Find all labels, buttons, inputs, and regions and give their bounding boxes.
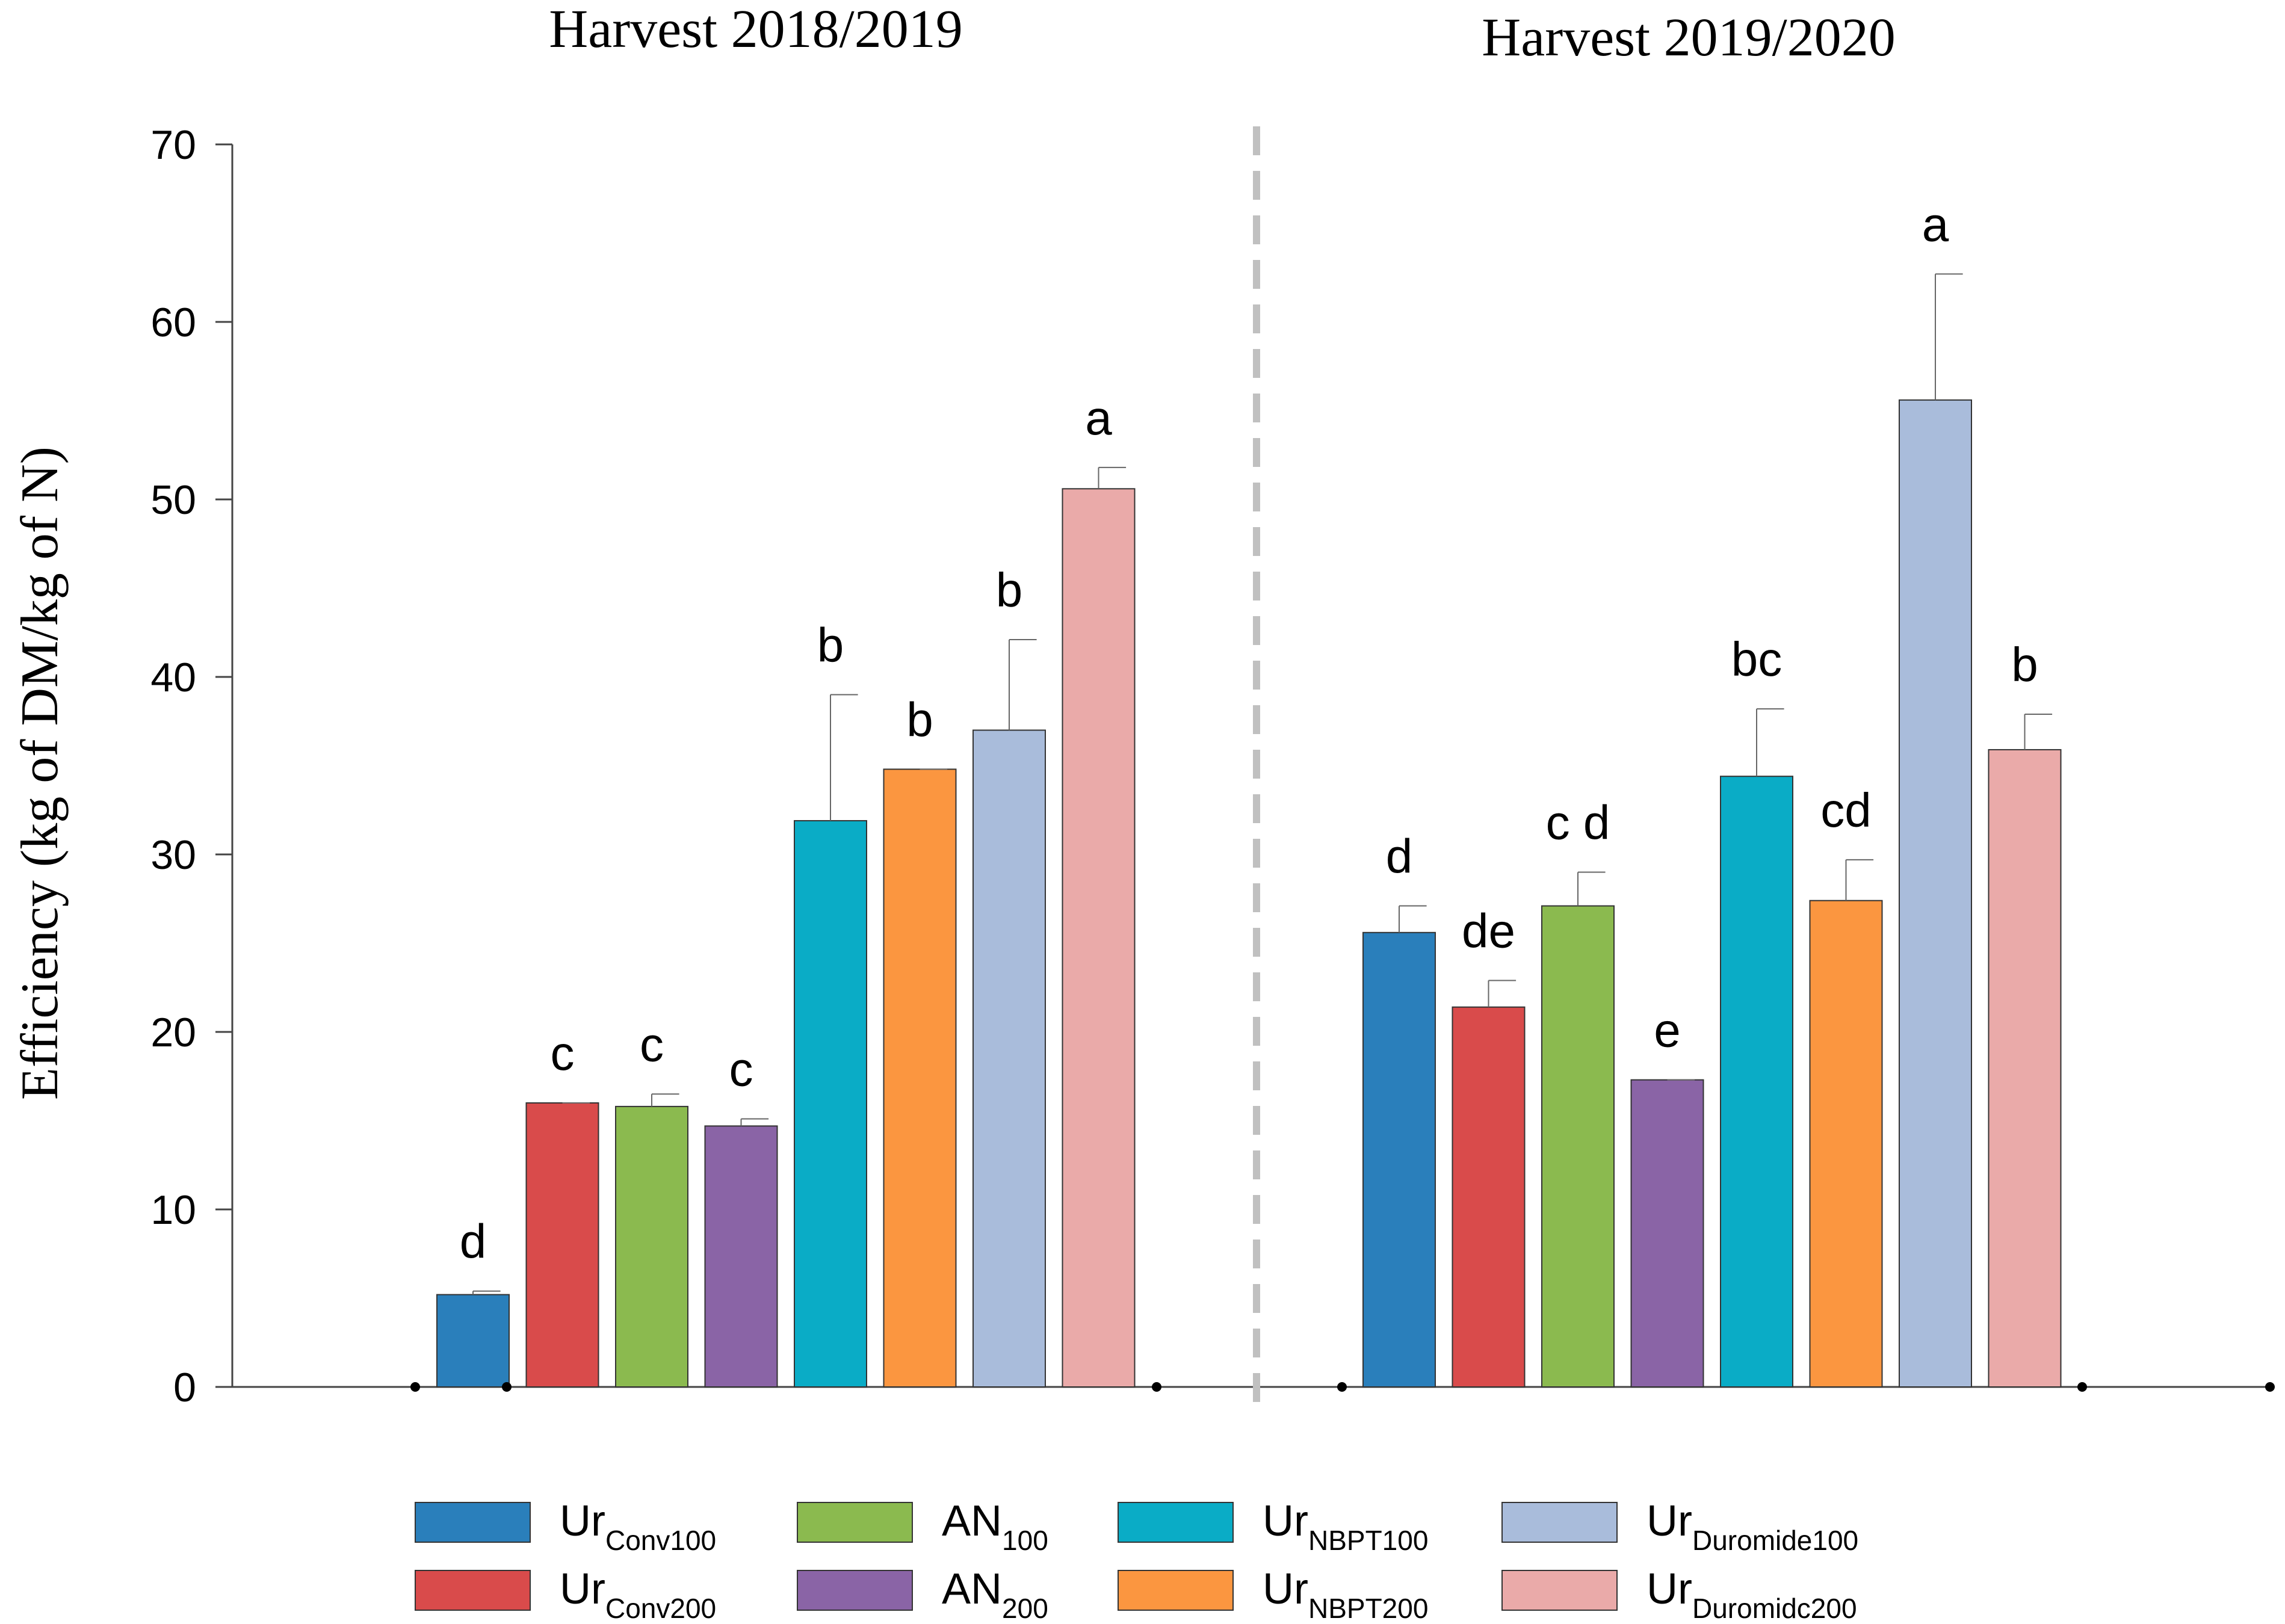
- legend-label-UrDuromide100: UrDuromide100: [1646, 1497, 1858, 1556]
- significance-letter-1-5: cd: [1820, 783, 1872, 837]
- legend-label-AN200: AN200: [942, 1565, 1048, 1624]
- legend-label-base: Ur: [560, 1565, 605, 1613]
- y-tick-label-10: 10: [150, 1187, 196, 1233]
- y-axis-title: Efficiency (kg of DM/kg of N): [11, 446, 69, 1100]
- y-tick-label-50: 50: [150, 477, 196, 523]
- bar-0-UrDuromide100: [972, 729, 1046, 1388]
- bar-0-UrNBPT200: [883, 768, 957, 1388]
- significance-letter-0-0: d: [460, 1215, 487, 1268]
- bar-0-UrNBPT100: [794, 820, 867, 1388]
- bar-0-UrDuromide200: [1062, 488, 1136, 1388]
- y-tick-label-20: 20: [150, 1010, 196, 1055]
- bar-0-UrConv200: [525, 1102, 599, 1388]
- legend-label-UrConv100: UrConv100: [560, 1497, 716, 1556]
- panel-title-2018-2019: Harvest 2018/2019: [549, 0, 962, 59]
- legend-label-subscript: NBPT100: [1308, 1525, 1428, 1556]
- significance-letter-1-7: b: [2011, 638, 2038, 691]
- significance-letter-0-6: b: [996, 563, 1023, 617]
- significance-letter-0-1: c: [551, 1027, 575, 1080]
- legend-label-AN100: AN100: [942, 1497, 1048, 1556]
- legend-label-base: Ur: [1263, 1565, 1308, 1613]
- significance-letter-1-4: bc: [1731, 632, 1783, 686]
- legend-label-subscript: Conv200: [605, 1593, 716, 1624]
- bar-1-UrDuromide100: [1899, 399, 1972, 1388]
- significance-letter-0-5: b: [906, 693, 933, 746]
- legend-swatch-UrNBPT200: [1118, 1570, 1234, 1611]
- legend: UrConv100 AN100 UrNBPT100 UrDuromide100UrCo…: [415, 1497, 1858, 1624]
- panel-title-2019-2020: Harvest 2019/2020: [1482, 8, 1895, 67]
- bar-1-AN100: [1541, 905, 1615, 1388]
- axis-marker-1-0: [1337, 1382, 1347, 1392]
- legend-label-subscript: Duromidc200: [1692, 1593, 1857, 1624]
- legend-label-base: AN: [942, 1497, 1002, 1545]
- legend-swatch-AN100: [797, 1502, 913, 1543]
- bar-1-UrConv100: [1362, 931, 1436, 1388]
- axis-marker-0-1: [502, 1382, 512, 1392]
- bar-0-UrConv100: [436, 1294, 510, 1388]
- bar-1-UrDuromide200: [1988, 749, 2062, 1388]
- legend-label-subscript: 100: [1002, 1525, 1048, 1556]
- bar-0-AN100: [615, 1105, 688, 1388]
- legend-swatch-UrDuromide100: [1501, 1502, 1618, 1543]
- y-tick-label-60: 60: [150, 300, 196, 345]
- legend-label-subscript: 200: [1002, 1593, 1048, 1624]
- significance-letter-1-2: c d: [1546, 796, 1610, 850]
- legend-swatch-UrConv100: [415, 1502, 531, 1543]
- axis-marker-0-2: [1152, 1382, 1161, 1392]
- legend-label-base: Ur: [1646, 1565, 1692, 1613]
- bar-1-AN200: [1630, 1079, 1704, 1388]
- legend-label-subscript: Conv100: [605, 1525, 716, 1556]
- significance-letter-0-3: c: [729, 1043, 753, 1096]
- legend-swatch-AN200: [797, 1570, 913, 1611]
- significance-letter-0-4: b: [817, 619, 844, 672]
- axis-marker-0-0: [410, 1382, 420, 1392]
- legend-label-UrNBPT200: UrNBPT200: [1263, 1565, 1428, 1624]
- legend-label-base: Ur: [1646, 1497, 1692, 1545]
- significance-letter-0-7: a: [1085, 391, 1112, 445]
- y-tick-label-30: 30: [150, 832, 196, 878]
- significance-letter-1-1: de: [1462, 904, 1515, 957]
- bar-1-UrNBPT200: [1809, 900, 1883, 1388]
- y-ticks: 0 10 20 30 40 50 60 70: [150, 122, 232, 1410]
- legend-label-UrNBPT100: UrNBPT100: [1263, 1497, 1428, 1556]
- bar-1-UrNBPT100: [1720, 776, 1793, 1388]
- axis-marker-1-1: [2077, 1382, 2087, 1392]
- legend-swatch-UrConv200: [415, 1570, 531, 1611]
- legend-label-base: AN: [942, 1565, 1002, 1613]
- bar-1-UrConv200: [1452, 1006, 1526, 1388]
- legend-label-base: Ur: [560, 1497, 605, 1545]
- y-tick-label-70: 70: [150, 122, 196, 168]
- legend-swatch-UrDuromidc200: [1501, 1570, 1618, 1611]
- legend-label-UrDuromidc200: UrDuromidc200: [1646, 1565, 1857, 1624]
- bar-0-AN200: [704, 1125, 778, 1388]
- legend-label-base: Ur: [1263, 1497, 1308, 1545]
- y-tick-label-0: 0: [173, 1365, 196, 1410]
- axis-marker-1-2: [2265, 1382, 2275, 1392]
- legend-label-subscript: NBPT200: [1308, 1593, 1428, 1624]
- y-tick-label-40: 40: [150, 655, 196, 700]
- legend-swatch-UrNBPT100: [1118, 1502, 1234, 1543]
- legend-label-subscript: Duromide100: [1692, 1525, 1858, 1556]
- significance-letter-0-2: c: [640, 1017, 664, 1071]
- significance-letter-1-0: d: [1386, 830, 1413, 883]
- significance-letter-1-6: a: [1922, 197, 1949, 251]
- legend-label-UrConv200: UrConv200: [560, 1565, 716, 1624]
- significance-letter-1-3: e: [1654, 1004, 1681, 1057]
